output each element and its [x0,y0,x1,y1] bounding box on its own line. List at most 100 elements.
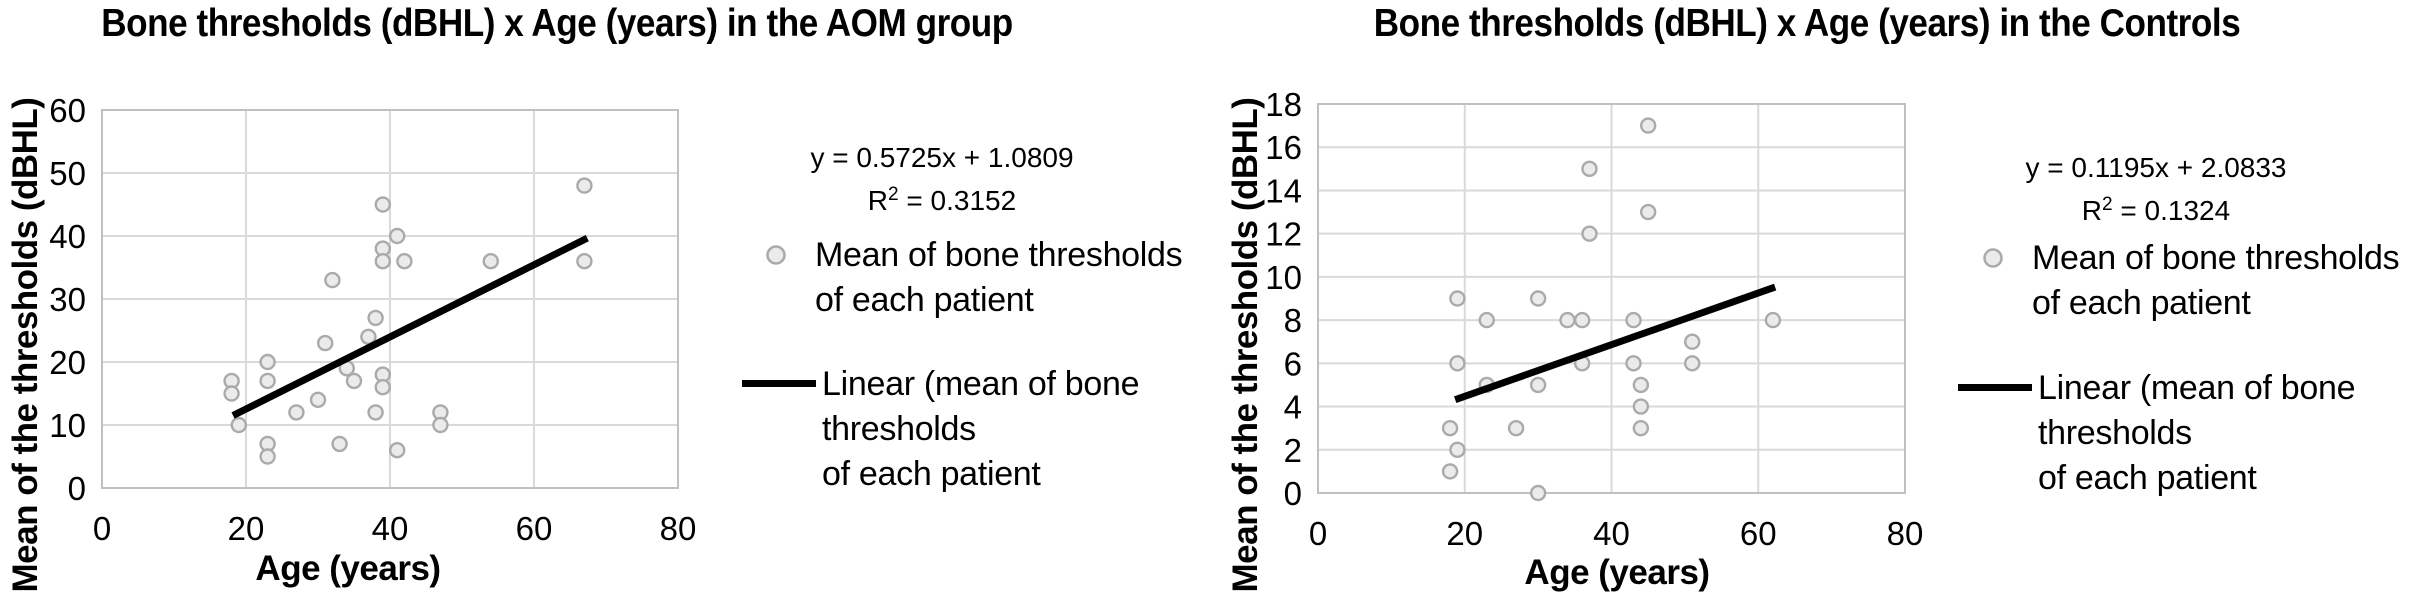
scatter-point [1449,441,1466,458]
x-axis-label: Age (years) [1524,553,1710,592]
scatter-point [1684,355,1701,372]
legend-trend-entry: Linear (mean of bone thresholds of each … [742,362,1140,497]
y-tick-label: 4 [1284,389,1302,426]
legend-series-label: Mean of bone thresholds of each patient [815,236,1183,319]
trend-equation: y = 0.1195x + 2.0833 [2025,152,2287,183]
scatter-point [345,372,363,390]
legend-series-label: Mean of bone thresholds of each patient [2032,239,2400,322]
x-tick-label: 60 [516,510,553,547]
x-tick-label: 0 [1309,515,1327,552]
scatter-point [259,448,276,465]
scatter-point [396,253,413,270]
y-tick-label: 30 [49,281,86,318]
scatter-point [1478,311,1495,329]
axis-border [101,109,679,489]
r-squared-value: R2 = 0.3152 [867,183,1017,216]
scatter-point [1764,311,1782,329]
scatter-point [1441,463,1459,480]
scatter-point [360,328,377,345]
scatter-point [432,416,449,434]
scatter-point [1581,225,1598,242]
r-squared-exponent: 2 [2102,193,2113,215]
scatter-point [1639,203,1657,221]
y-tick-label: 60 [49,92,86,129]
x-tick-label: 80 [1887,515,1924,552]
scatter-point [389,227,406,245]
scatter-point [324,271,341,289]
y-tick-label: 10 [1265,259,1302,296]
scatter-point [259,353,276,371]
y-tick-label: 50 [49,155,86,192]
plot-area: 0 20 40 60 80 0 10 20 30 40 50 60 [49,92,696,547]
scatter-point [1449,355,1466,372]
legend-trend-label: Linear (mean of bone thresholds of each … [2038,369,2356,497]
x-tick-label: 20 [1446,515,1483,552]
scatter-point [309,391,327,408]
y-tick-label: 8 [1284,302,1302,339]
x-tick-label: 60 [1740,515,1777,552]
chart-title: Bone thresholds (dBHL) x Age (years) in … [1326,2,2289,46]
scatter-marker-icon [1983,248,2003,268]
scatter-point [259,372,276,390]
scatter-point [1529,376,1547,394]
scatter-point [1529,484,1547,502]
y-tick-label: 14 [1265,172,1302,209]
legend-trend-entry: Linear (mean of bone thresholds of each … [1958,366,2356,501]
scatter-point [374,379,391,396]
y-tick-label: 6 [1284,345,1302,382]
axis-border [1317,103,1906,494]
scatter-point [1625,355,1642,372]
legend-series-entry: Mean of bone thresholds of each patient [763,233,1183,323]
scatter-point [1632,376,1650,394]
chart-title-text: Bone thresholds (dBHL) x Age (years) in … [1373,2,2241,45]
trend-line [1454,283,1777,403]
scatter-point [1632,419,1650,437]
scatter-point [288,404,305,421]
scatter-point [576,177,593,194]
x-tick-label: 40 [372,510,409,547]
scatter-point [1507,419,1525,437]
r-squared-exponent: 2 [888,183,899,205]
y-tick-label: 10 [49,407,86,444]
scatter-point [389,442,406,459]
y-tick-label: 18 [1265,86,1302,123]
legend-trend-label: Linear (mean of bone thresholds of each … [822,365,1140,493]
scatter-point [331,435,348,453]
trend-equation-block: y = 0.1195x + 2.0833 R2 = 0.1324 [2025,146,2286,236]
scatter-point [1632,398,1650,415]
chart-controls: Bone thresholds (dBHL) x Age (years) in … [1210,0,2420,604]
scatter-point [367,404,384,421]
scatter-point [1559,311,1576,329]
scatter-point [1684,333,1701,350]
plot-area: 0 20 40 60 80 0 2 4 6 8 10 12 14 16 18 [1265,86,1924,552]
y-axis-label: Mean of the thresholds (dBHL) [1226,97,1265,593]
chart-title: Bone thresholds (dBHL) x Age (years) in … [51,2,1064,46]
scatter-point [1581,160,1598,178]
scatter-point [1449,290,1466,307]
x-tick-label: 20 [228,510,265,547]
trend-equation-block: y = 0.5725x + 1.0809 R2 = 0.3152 [810,136,1073,226]
scatter-marker-icon [766,245,786,265]
scatter-point [1441,419,1459,437]
scatter-point [576,253,593,270]
y-tick-label: 16 [1265,129,1302,166]
y-tick-label: 0 [1284,475,1302,512]
scatter-point [1573,311,1591,329]
y-tick-label: 2 [1284,432,1302,469]
scatter-point [1625,311,1642,329]
x-tick-label: 40 [1593,515,1630,552]
legend-series-entry: Mean of bone thresholds of each patient [1980,236,2400,326]
trend-line-icon [1958,384,2032,391]
scatter-point [223,385,240,402]
r-squared-value: R2 = 0.1324 [2081,193,2231,226]
y-tick-label: 20 [49,344,86,381]
y-axis-label: Mean of the thresholds (dBHL) [6,97,45,593]
scatter-point [367,309,384,327]
y-tick-label: 12 [1265,216,1302,253]
x-axis-label: Age (years) [255,549,441,588]
trend-line-icon [742,380,816,387]
scatter-point [374,196,391,213]
trend-line [231,234,589,419]
trend-equation: y = 0.5725x + 1.0809 [810,142,1074,173]
